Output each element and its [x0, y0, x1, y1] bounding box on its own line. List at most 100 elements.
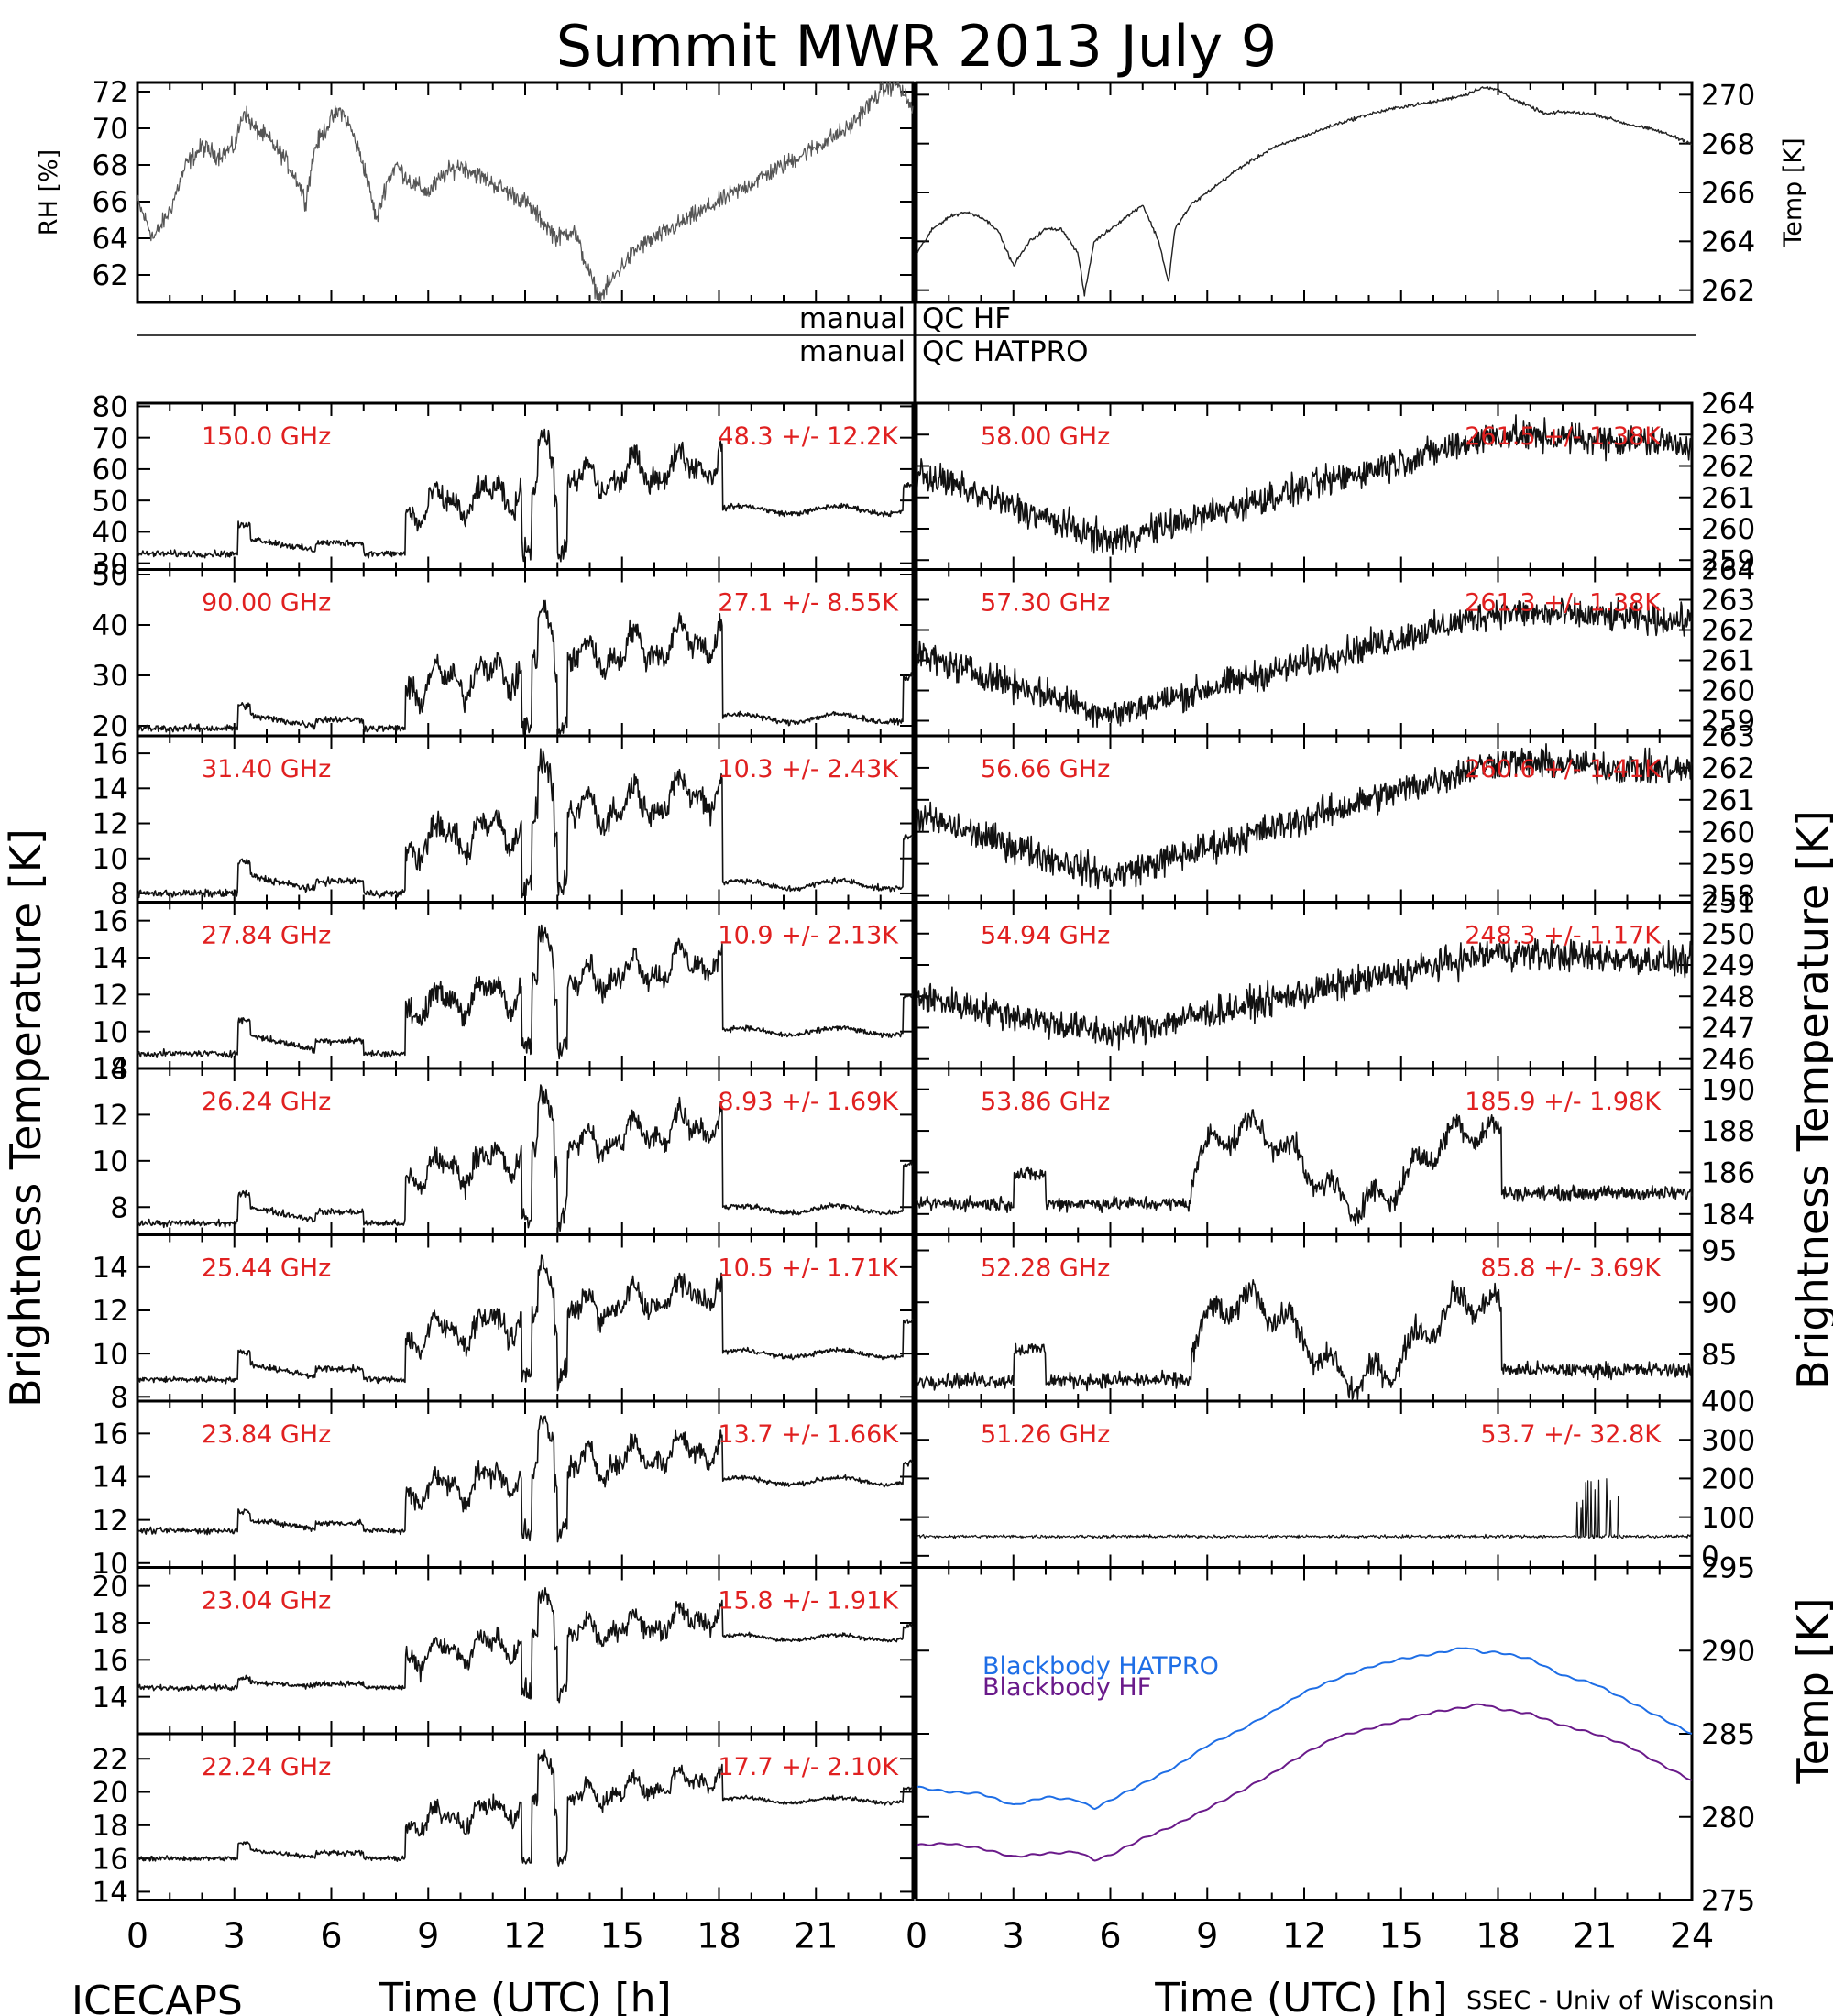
- channel-2544ghz-ytick-label: 14: [93, 1252, 128, 1285]
- rh-panel-ytick-label: 68: [93, 149, 128, 182]
- channel-5730ghz-ytick-label: 261: [1701, 645, 1755, 678]
- channel-2384ghz-ytick-label: 10: [93, 1548, 128, 1581]
- channel-5494ghz-series-line: [916, 937, 1693, 1051]
- x-tick-label-right: 3: [1003, 1916, 1025, 1956]
- temp-series-line: [916, 86, 1693, 297]
- channel-5494ghz-ytick-label: 249: [1701, 949, 1755, 982]
- bb-panel-ytick-label: 290: [1701, 1635, 1755, 1668]
- channel-5494ghz-ytick-label: 248: [1701, 981, 1755, 1013]
- channel-5126ghz-stat-label: 53.7 +/- 32.8K: [1480, 1420, 1662, 1449]
- channel-5730ghz-series-line: [916, 597, 1693, 729]
- channel-1500ghz-stat-label: 48.3 +/- 12.2K: [718, 422, 899, 451]
- channel-2384ghz-freq-label: 23.84 GHz: [202, 1420, 331, 1449]
- channel-2544ghz-series-line: [137, 1254, 914, 1392]
- qc-hf-left: manual: [799, 302, 906, 335]
- channel-5730ghz-stat-label: 261.3 +/- 1.38K: [1465, 589, 1662, 618]
- channel-2624ghz-stat-label: 8.93 +/- 1.69K: [718, 1088, 899, 1116]
- temp-panel-frame: [915, 81, 1694, 304]
- channel-2304ghz-ytick-label: 14: [93, 1682, 128, 1715]
- left-ylabel: Brightness Temperature [K]: [1, 828, 50, 1408]
- channel-9000ghz-ytick-label: 20: [93, 710, 128, 743]
- bb-panel-ytick-label: 275: [1701, 1885, 1755, 1918]
- channel-5666ghz-ytick-label: 261: [1701, 784, 1755, 817]
- channel-5228ghz-stat-label: 85.8 +/- 3.69K: [1480, 1255, 1662, 1283]
- channel-5494ghz-ytick-label: 250: [1701, 918, 1755, 951]
- channel-5800ghz-freq-label: 58.00 GHz: [981, 422, 1110, 451]
- qc-hatpro-left: manual: [799, 335, 906, 368]
- rh-series-line: [137, 82, 914, 303]
- channel-1500ghz-ytick-label: 70: [93, 422, 128, 455]
- channel-5126ghz-ytick-label: 0: [1701, 1540, 1719, 1573]
- temp-ylabel: Temp [K]: [1779, 137, 1807, 247]
- channel-5730ghz-ytick-label: 262: [1701, 615, 1755, 648]
- channel-1500ghz-ytick-label: 50: [93, 485, 128, 518]
- channel-3140ghz-series-line: [137, 748, 914, 899]
- xlabel-left: Time (UTC) [h]: [378, 1975, 671, 2016]
- channel-9000ghz-ytick-label: 30: [93, 660, 128, 693]
- channel-2224ghz-ytick-label: 16: [93, 1843, 128, 1876]
- bb-legend-hatpro: Blackbody HATPRO: [982, 1652, 1219, 1681]
- channel-2544ghz-ytick-label: 10: [93, 1338, 128, 1371]
- channel-5666ghz-freq-label: 56.66 GHz: [981, 755, 1110, 783]
- channel-2384ghz-series-line: [137, 1415, 914, 1543]
- channel-5730ghz-ytick-label: 260: [1701, 675, 1755, 708]
- channel-1500ghz-freq-label: 150.0 GHz: [202, 422, 331, 451]
- channel-9000ghz-stat-label: 27.1 +/- 8.55K: [718, 589, 899, 618]
- channel-5126ghz-ytick-label: 400: [1701, 1386, 1755, 1419]
- channel-2784ghz-ytick-label: 12: [93, 979, 128, 1012]
- rh-ylabel: RH [%]: [35, 149, 63, 236]
- rh-panel-ytick-label: 72: [93, 76, 128, 109]
- bb-panel-ytick-label: 285: [1701, 1718, 1755, 1751]
- channel-2384ghz-ytick-label: 16: [93, 1419, 128, 1452]
- rh-panel-frame: [136, 81, 915, 304]
- channel-2544ghz-ytick-label: 8: [110, 1381, 128, 1414]
- channel-5494ghz-ytick-label: 246: [1701, 1044, 1755, 1077]
- channel-5666ghz-ytick-label: 258: [1701, 881, 1755, 914]
- channel-9000ghz-ytick-label: 50: [93, 559, 128, 592]
- channel-2224ghz-ytick-label: 20: [93, 1777, 128, 1810]
- channel-2544ghz-freq-label: 25.44 GHz: [202, 1255, 331, 1283]
- bb-panel-ytick-label: 295: [1701, 1552, 1755, 1585]
- x-tick-label-left: 6: [320, 1916, 342, 1956]
- channel-2304ghz-ytick-label: 20: [93, 1571, 128, 1604]
- channel-5494ghz-stat-label: 248.3 +/- 1.17K: [1465, 922, 1662, 950]
- x-tick-label-right: 24: [1670, 1916, 1714, 1956]
- channel-5800ghz-ytick-label: 259: [1701, 544, 1755, 577]
- channel-3140ghz-ytick-label: 8: [110, 878, 128, 911]
- x-tick-label-left: 0: [126, 1916, 148, 1956]
- temp-panel-ytick-label: 264: [1701, 225, 1755, 258]
- channel-5494ghz-ytick-label: 247: [1701, 1013, 1755, 1046]
- bb-panel-frame: [915, 1566, 1694, 1901]
- channel-3140ghz-ytick-label: 12: [93, 808, 128, 841]
- channel-5800ghz-stat-label: 261.5 +/- 1.38K: [1465, 422, 1662, 451]
- channel-5386ghz-stat-label: 185.9 +/- 1.98K: [1465, 1088, 1662, 1116]
- channel-1500ghz-ytick-label: 30: [93, 548, 128, 581]
- bb-series-1-line: [916, 1703, 1693, 1862]
- channel-5800ghz-ytick-label: 261: [1701, 482, 1755, 515]
- x-tick-label-left: 21: [794, 1916, 838, 1956]
- x-tick-label-left: 9: [417, 1916, 439, 1956]
- channel-5126ghz-ytick-label: 100: [1701, 1502, 1755, 1535]
- x-tick-label-right: 12: [1282, 1916, 1326, 1956]
- channel-5386ghz-ytick-label: 186: [1701, 1157, 1755, 1190]
- x-tick-label-right: 9: [1196, 1916, 1218, 1956]
- channel-3140ghz-freq-label: 31.40 GHz: [202, 755, 331, 783]
- channel-2544ghz-ytick-label: 12: [93, 1295, 128, 1328]
- channel-2784ghz-ytick-label: 8: [110, 1053, 128, 1086]
- channel-5730ghz-ytick-label: 264: [1701, 554, 1755, 587]
- channel-5228ghz-series-line: [916, 1279, 1693, 1400]
- channel-5126ghz-ytick-label: 200: [1701, 1463, 1755, 1496]
- rh-panel-ytick-label: 70: [93, 113, 128, 146]
- channel-2624ghz-ytick-label: 12: [93, 1100, 128, 1133]
- channel-5666ghz-series-line: [916, 742, 1693, 890]
- channel-2624ghz-ytick-label: 10: [93, 1145, 128, 1178]
- channel-5228ghz-ytick-label: 85: [1701, 1339, 1737, 1372]
- channel-2784ghz-ytick-label: 14: [93, 942, 128, 975]
- channel-2624ghz-series-line: [137, 1084, 914, 1234]
- channel-5228ghz-ytick-label: 95: [1701, 1235, 1737, 1268]
- channel-1500ghz-ytick-label: 40: [93, 517, 128, 550]
- channel-3140ghz-ytick-label: 14: [93, 772, 128, 805]
- channel-5126ghz-ytick-label: 300: [1701, 1424, 1755, 1457]
- channel-2624ghz-ytick-label: 14: [93, 1053, 128, 1086]
